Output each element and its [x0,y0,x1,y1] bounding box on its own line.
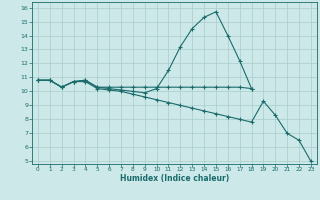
X-axis label: Humidex (Indice chaleur): Humidex (Indice chaleur) [120,174,229,183]
